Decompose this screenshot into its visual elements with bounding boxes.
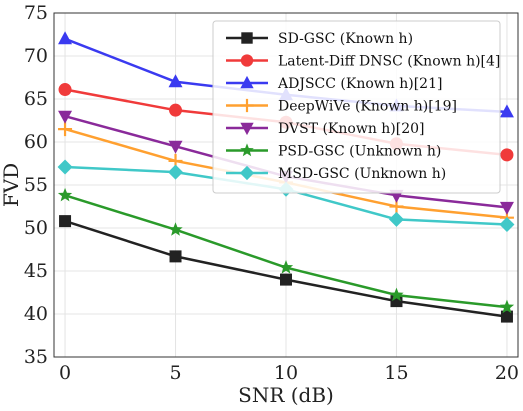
y-tick-label-3: 50 — [24, 217, 48, 239]
y-tick-label-6: 65 — [24, 88, 48, 110]
legend-entry-1: Latent-Diff DNSC (Known h)[4] — [226, 54, 500, 70]
legend-swatch-marker-3 — [240, 98, 254, 113]
series-6-point-3 — [388, 211, 404, 227]
legend-entry-4: DVST (Known h)[20] — [226, 121, 425, 137]
y-tick-label-4: 55 — [24, 174, 48, 196]
x-tick-label-0: 0 — [59, 362, 71, 384]
series-0-point-4 — [500, 310, 513, 323]
series-0-point-2 — [280, 273, 292, 286]
series-4-point-0 — [58, 110, 73, 124]
legend-swatch-marker-5 — [240, 143, 254, 157]
series-4-point-1 — [168, 140, 183, 154]
legend-entry-6: MSD-GSC (Unknown h) — [226, 165, 446, 182]
legend: SD-GSC (Known h) Latent-Diff DNSC (Known … — [212, 20, 501, 194]
legend-label-0: SD-GSC (Known h) — [278, 31, 413, 47]
legend-swatch-marker-4 — [240, 122, 254, 136]
series-4-point-4 — [499, 201, 514, 215]
series-1-point-4 — [500, 148, 514, 162]
series-2-point-1 — [168, 74, 183, 88]
series-1-point-1 — [169, 103, 183, 117]
series-5 — [57, 187, 515, 314]
series-0-point-1 — [169, 250, 182, 263]
x-tick-label-3: 15 — [384, 362, 408, 384]
series-5-point-3 — [389, 287, 404, 302]
y-tick-label-8: 75 — [24, 2, 48, 24]
ticks: 0 5 10 15 20 35 40 45 50 55 60 65 70 75 — [24, 2, 519, 384]
series-0 — [59, 215, 513, 323]
legend-label-6: MSD-GSC (Unknown h) — [278, 166, 446, 182]
x-tick-label-1: 5 — [169, 362, 181, 384]
series-1-point-0 — [58, 83, 72, 97]
series-5-point-2 — [278, 260, 294, 274]
series-5-point-4 — [499, 299, 515, 314]
series-6-point-0 — [57, 159, 73, 175]
legend-swatch-marker-0 — [241, 32, 253, 44]
legend-label-1: Latent-Diff DNSC (Known h)[4] — [278, 54, 500, 70]
legend-swatch-marker-1 — [240, 54, 254, 67]
series-6-point-4 — [499, 217, 515, 233]
series-2-point-4 — [499, 104, 514, 118]
series-6-point-1 — [168, 164, 184, 180]
legend-swatch-marker-2 — [240, 75, 254, 89]
legend-label-5: PSD-GSC (Unknown h) — [278, 144, 441, 160]
series-0-point-0 — [59, 215, 72, 228]
legend-label-3: DeepWiVe (Known h)[19] — [278, 99, 457, 115]
y-tick-label-5: 60 — [24, 131, 48, 153]
legend-box — [212, 20, 501, 194]
y-tick-label-1: 40 — [24, 303, 48, 325]
x-axis-label: SNR (dB) — [238, 383, 334, 407]
legend-swatch-marker-6 — [239, 165, 255, 181]
legend-entry-5: PSD-GSC (Unknown h) — [226, 143, 441, 160]
series-5-point-1 — [168, 222, 183, 236]
series-3-point-0 — [58, 122, 73, 137]
x-tick-label-2: 10 — [274, 362, 298, 384]
legend-entry-0: SD-GSC (Known h) — [226, 31, 413, 47]
y-axis-label: FVD — [0, 163, 23, 207]
x-tick-label-4: 20 — [495, 362, 519, 384]
legend-entry-2: ADJSCC (Known h)[21] — [226, 75, 442, 92]
series-2-point-0 — [58, 31, 73, 45]
legend-entry-3: DeepWiVe (Known h)[19] — [226, 99, 457, 115]
y-tick-label-2: 45 — [24, 260, 48, 282]
y-tick-label-0: 35 — [24, 346, 48, 368]
plot-frame — [53, 12, 519, 358]
legend-label-4: DVST (Known h)[20] — [278, 121, 425, 137]
y-tick-label-7: 70 — [24, 45, 48, 67]
series-5-point-0 — [57, 187, 73, 202]
legend-label-2: ADJSCC (Known h)[21] — [277, 76, 442, 92]
